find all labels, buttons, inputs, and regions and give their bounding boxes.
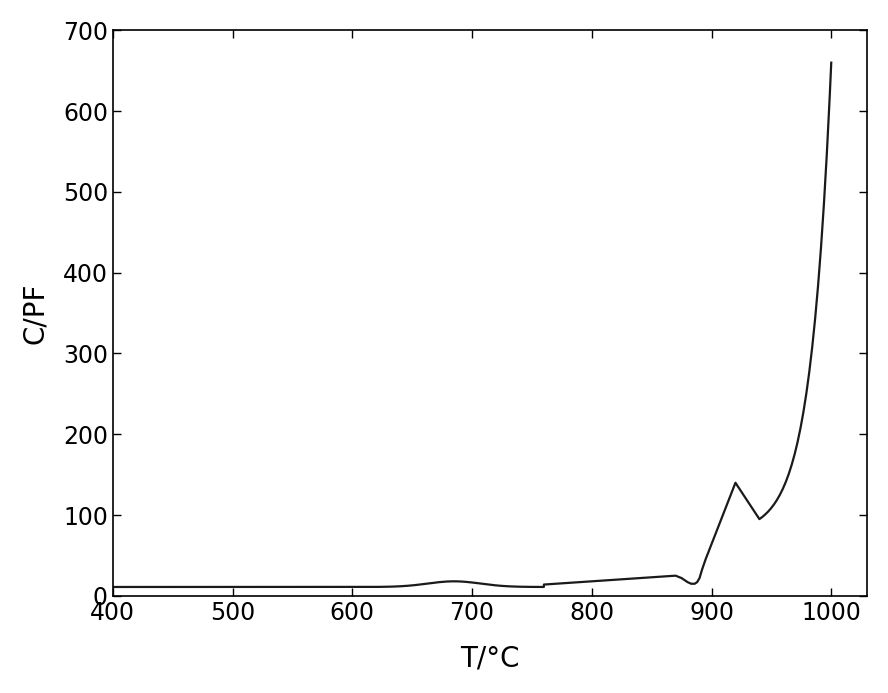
Y-axis label: C/PF: C/PF — [20, 282, 49, 344]
X-axis label: T/°C: T/°C — [460, 644, 519, 672]
